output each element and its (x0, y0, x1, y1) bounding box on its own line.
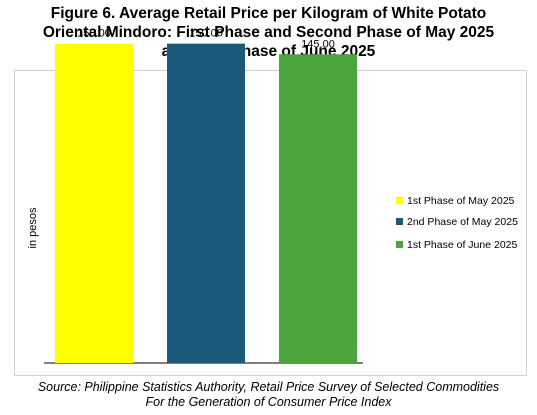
source-line-2: For the Generation of Consumer Price Ind… (145, 395, 392, 409)
data-label-2: 150.00 (189, 28, 223, 40)
legend-swatch-3 (396, 241, 403, 248)
legend-label-3: 1st Phase of June 2025 (407, 239, 517, 251)
legend-swatch-2 (396, 218, 403, 225)
legend-label-1: 1st Phase of May 2025 (407, 195, 515, 207)
legend-label-2: 2nd Phase of May 2025 (407, 216, 518, 228)
data-label-1: 150.00 (77, 28, 111, 40)
source-note: Source: Philippine Statistics Authority,… (0, 380, 537, 410)
source-line-1: Source: Philippine Statistics Authority,… (37, 380, 500, 394)
bar-1 (55, 43, 133, 363)
legend-swatch-1 (396, 197, 403, 204)
bar-2 (167, 43, 245, 363)
chart-title-line-1: Figure 6. Average Retail Price per Kilog… (50, 5, 487, 22)
data-label-3: 145.00 (301, 38, 335, 50)
bar-3 (279, 54, 357, 364)
chart-area (14, 70, 527, 376)
y-axis-label: in pesos (27, 207, 39, 248)
chart-title-line-2: Oriental Mindoro: First Phase and Second… (42, 24, 495, 41)
